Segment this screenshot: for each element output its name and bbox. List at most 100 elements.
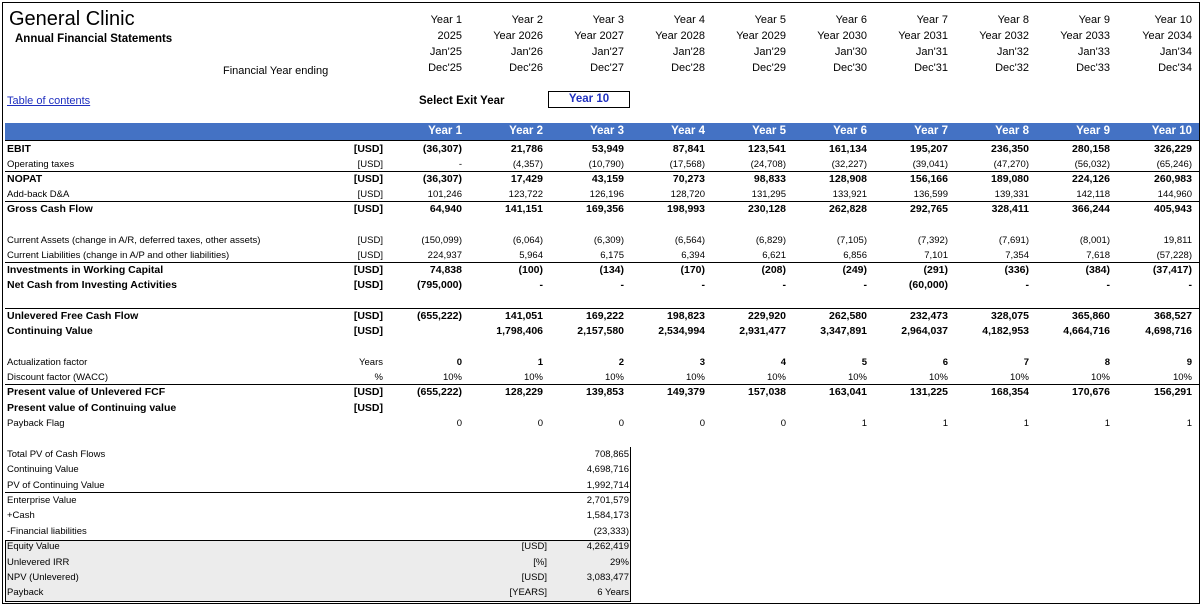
cell-value: -: [782, 279, 787, 291]
row-unit: [USD]: [353, 264, 383, 276]
cell-value: 7,618: [1086, 250, 1110, 261]
cell-value: (6,309): [593, 235, 624, 246]
header-year-end: Dec'31: [914, 62, 948, 74]
row-label: Net Cash from Investing Activities: [7, 279, 177, 291]
cell-value: 10%: [685, 372, 705, 383]
table-row: Present value of Continuing value [USD]: [3, 401, 1199, 416]
cell-value: 169,356: [586, 203, 624, 215]
cell-value: 19,811: [1163, 235, 1192, 246]
cell-value: 156,166: [910, 173, 948, 185]
cell-value: 328,075: [991, 310, 1029, 322]
cell-value: (37,417): [1152, 264, 1192, 276]
cell-value: 326,229: [1154, 143, 1192, 155]
table-row: Net Cash from Investing Activities [USD] (…: [3, 278, 1199, 293]
cell-value: 7,354: [1005, 250, 1029, 261]
summary-label: Payback: [7, 587, 44, 598]
cell-value: 161,134: [829, 143, 867, 155]
summary-value: 2,701,579: [586, 495, 629, 506]
summary-label: NPV (Unlevered): [7, 572, 79, 583]
band-year-label: Year 3: [590, 125, 624, 137]
cell-value: 131,225: [910, 386, 948, 398]
cell-value: 1,798,406: [496, 325, 543, 337]
cell-value: (208): [761, 264, 786, 276]
cell-value: 198,823: [667, 310, 705, 322]
summary-unit: [USD]: [521, 572, 547, 583]
header-year-label: Year 2: [511, 14, 543, 26]
header-year-label: Year 9: [1078, 14, 1110, 26]
row-unit: [USD]: [357, 159, 383, 170]
summary-unit: [USD]: [521, 541, 547, 552]
cell-value: 0: [618, 418, 624, 429]
cell-value: (17,568): [669, 159, 705, 170]
header-year-start: Jan'27: [591, 46, 624, 58]
cell-value: 5,964: [519, 250, 543, 261]
header-year-start: Jan'30: [834, 46, 867, 58]
cell-value: 1: [861, 418, 867, 429]
cell-value: 365,860: [1072, 310, 1110, 322]
row-label: Unlevered Free Cash Flow: [7, 310, 139, 322]
table-rule: [5, 384, 1199, 385]
summary-value: 29%: [609, 557, 629, 568]
table-rule: [5, 140, 1199, 141]
header-year-year: Year 2029: [736, 30, 786, 42]
band-year-label: Year 2: [509, 125, 543, 137]
row-unit: [USD]: [353, 402, 383, 414]
cell-value: 189,080: [991, 173, 1029, 185]
cell-value: (24,708): [750, 159, 786, 170]
cell-value: 10%: [847, 372, 867, 383]
row-label: Discount factor (WACC): [7, 372, 108, 383]
cell-value: (57,228): [1156, 250, 1192, 261]
header-year-label: Year 6: [835, 14, 867, 26]
cell-value: (8,001): [1079, 235, 1110, 246]
row-label: Current Assets (change in A/R, deferred …: [7, 235, 261, 246]
row-unit: [USD]: [353, 203, 383, 215]
cell-value: 136,599: [913, 189, 948, 200]
cell-value: 366,244: [1072, 203, 1110, 215]
row-unit: [USD]: [353, 310, 383, 322]
page-title: General Clinic: [9, 8, 135, 30]
table-row: NOPAT [USD] (36,307) 17,429 43,159 70,273 98,8…: [3, 172, 1199, 187]
summary-value: 6 Years: [597, 587, 629, 598]
row-label: NOPAT: [7, 173, 43, 185]
cell-value: 123,722: [508, 189, 543, 200]
header-year-end: Dec'25: [428, 62, 462, 74]
summary-label: Continuing Value: [7, 464, 79, 475]
table-of-contents-link[interactable]: Table of contents: [7, 95, 91, 107]
exit-year-select[interactable]: Year 10: [548, 91, 630, 108]
cell-value: 6,175: [600, 250, 624, 261]
summary-label: Equity Value: [7, 541, 60, 552]
cell-value: 2,534,994: [658, 325, 705, 337]
header-year-year: Year 2028: [655, 30, 705, 42]
cell-value: 2,964,037: [901, 325, 948, 337]
header-year-end: Dec'26: [509, 62, 543, 74]
row-unit: [USD]: [353, 173, 383, 185]
header-year-start: Jan'26: [510, 46, 543, 58]
cell-value: 280,158: [1072, 143, 1110, 155]
table-row: Add-back D&A [USD] 101,246 123,722 126,196 12…: [3, 187, 1199, 202]
band-year-label: Year 5: [752, 125, 786, 137]
cell-value: 133,921: [832, 189, 867, 200]
header-year-label: Year 5: [754, 14, 786, 26]
header-year-end: Dec'28: [671, 62, 705, 74]
cell-value: (56,032): [1074, 159, 1110, 170]
cell-value: 368,527: [1154, 310, 1192, 322]
summary-value: 1,584,173: [586, 510, 629, 521]
cell-value: 1: [1023, 418, 1029, 429]
cell-value: 224,937: [427, 250, 462, 261]
cell-value: (655,222): [417, 386, 462, 398]
header-year-label: Year 7: [916, 14, 948, 26]
row-unit: [USD]: [353, 386, 383, 398]
header-year-label: Year 3: [592, 14, 624, 26]
cell-value: 10%: [523, 372, 543, 383]
table-row: EBIT [USD] (36,307) 21,786 53,949 87,841 123,5…: [3, 142, 1199, 157]
cell-value: 10%: [1172, 372, 1192, 383]
cell-value: 10%: [928, 372, 948, 383]
summary-value: (23,333): [593, 526, 629, 537]
cell-value: (150,099): [421, 235, 462, 246]
financial-year-label: Financial Year ending: [223, 65, 329, 77]
cell-value: -: [1188, 279, 1193, 291]
cell-value: 74,838: [429, 264, 462, 276]
row-label: EBIT: [7, 143, 31, 155]
band-year-label: Year 10: [1151, 125, 1192, 137]
